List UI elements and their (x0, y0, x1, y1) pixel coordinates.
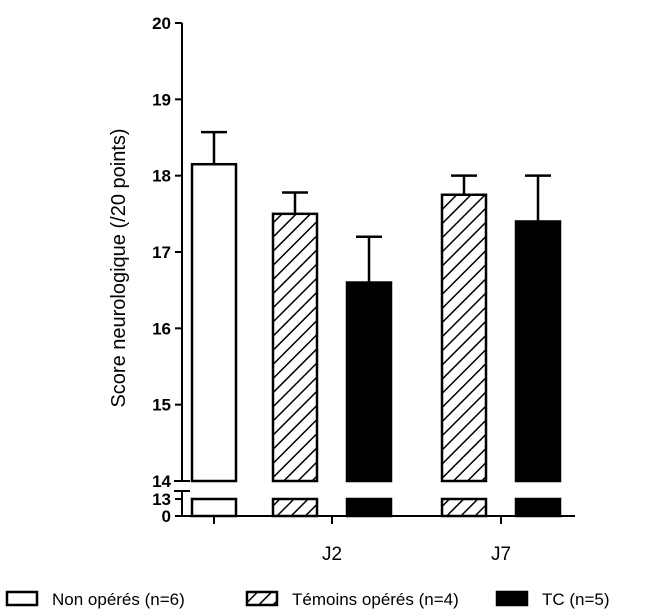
y-tick-label: 20 (152, 14, 171, 33)
x-tick-label: J2 (322, 544, 342, 565)
bar (440, 193, 488, 483)
bar-group (190, 130, 238, 518)
bar-lower (514, 497, 562, 518)
legend-swatch (5, 590, 39, 607)
x-tick-label: J7 (491, 544, 511, 565)
legend-label: TC (n=5) (542, 590, 610, 609)
bar-lower (190, 497, 238, 518)
bar-lower (440, 497, 488, 518)
y-tick-label: 16 (152, 319, 171, 338)
y-tick-label: 13 (152, 490, 171, 509)
legend-swatch (495, 590, 529, 607)
bar (514, 220, 562, 483)
x-axis-labels: J2 J7 (213, 516, 511, 565)
y-axis-title: Score neurologique (/20 points) (108, 128, 130, 407)
y-axis: 20 19 18 17 16 15 14 013 (152, 14, 575, 526)
bar (345, 281, 393, 483)
y-tick-label: 17 (152, 243, 171, 262)
y-tick-label: 19 (152, 90, 171, 109)
y-tick-label: 15 (152, 396, 171, 415)
legend: Non opérés (n=6) Témoins opérés (n=4) TC (… (5, 590, 610, 609)
y-tick-label: 0 (162, 507, 171, 526)
legend-label: Non opérés (n=6) (52, 590, 185, 609)
y-tick-label: 18 (152, 167, 171, 186)
legend-item: Non opérés (n=6) (5, 590, 185, 609)
bar (190, 162, 238, 483)
y-tick-label: 14 (152, 472, 171, 491)
bar-group (514, 174, 562, 518)
bars (190, 130, 562, 518)
bar-lower (271, 497, 319, 518)
legend-swatch (245, 590, 279, 607)
bar-group (440, 174, 488, 518)
legend-label: Témoins opérés (n=4) (292, 590, 459, 609)
bar-group (271, 191, 319, 518)
legend-item: Témoins opérés (n=4) (245, 590, 459, 609)
bar-lower (345, 497, 393, 518)
legend-item: TC (n=5) (495, 590, 610, 609)
bar (271, 212, 319, 483)
bar-group (345, 235, 393, 518)
